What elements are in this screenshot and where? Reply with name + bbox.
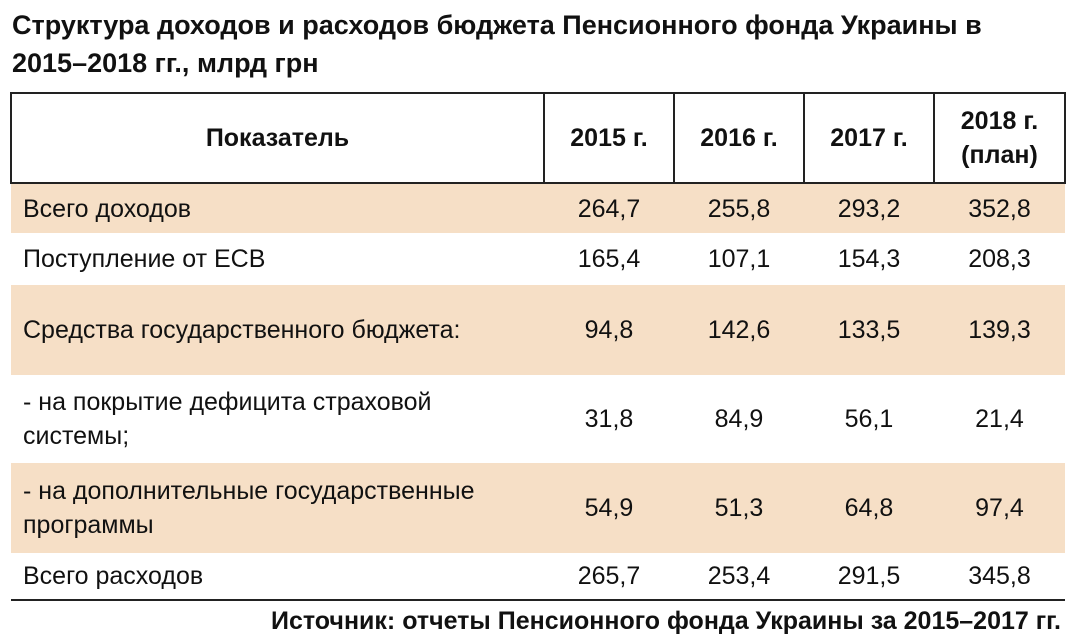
table-row: Всего расходов 265,7 253,4 291,5 345,8 bbox=[11, 553, 1065, 601]
column-header-2017: 2017 г. bbox=[803, 92, 935, 184]
cell-value: 345,8 bbox=[934, 553, 1065, 601]
cell-value: 208,3 bbox=[968, 245, 1031, 273]
page-title: Структура доходов и расходов бюджета Пен… bbox=[12, 10, 982, 78]
cell-value: 255,8 bbox=[674, 183, 804, 233]
row-label: Поступление от ЕСВ bbox=[23, 245, 266, 273]
cell-value: 293,2 bbox=[804, 183, 934, 233]
table-row: - на дополнительные государственные прог… bbox=[11, 463, 1065, 553]
cell-value: 97,4 bbox=[934, 463, 1065, 553]
cell-value: 165,4 bbox=[577, 245, 641, 273]
table-row: Поступление от ЕСВ 165,4 107,1 154,3 208… bbox=[11, 233, 1065, 285]
row-label: - на покрытие дефицита страховой системы… bbox=[23, 388, 432, 450]
cell-value: 291,5 bbox=[804, 553, 934, 601]
cell-value: 253,4 bbox=[674, 553, 804, 601]
cell-value: 51,3 bbox=[674, 463, 804, 553]
cell-value: 54,9 bbox=[544, 463, 674, 553]
cell-value: 64,8 bbox=[804, 463, 934, 553]
cell-value: 264,7 bbox=[544, 183, 674, 233]
column-header-2015: 2015 г. bbox=[543, 92, 675, 184]
table-row: Всего доходов 264,7 255,8 293,2 352,8 bbox=[11, 183, 1065, 233]
table-row: Средства государственного бюджета: 94,8 … bbox=[11, 285, 1065, 375]
cell-value: 107,1 bbox=[707, 245, 771, 273]
cell-value: 265,7 bbox=[544, 553, 674, 601]
cell-value: 21,4 bbox=[975, 405, 1024, 433]
row-label: Средства государственного бюджета: bbox=[11, 285, 544, 375]
column-header-2018-plan: 2018 г. (план) bbox=[933, 92, 1066, 184]
table-header-row: Показатель 2015 г. 2016 г. 2017 г. 2018 … bbox=[10, 92, 1066, 184]
cell-value: 139,3 bbox=[934, 285, 1065, 375]
cell-value: 133,5 bbox=[804, 285, 934, 375]
cell-value: 142,6 bbox=[674, 285, 804, 375]
cell-value: 154,3 bbox=[837, 245, 901, 273]
cell-value: 94,8 bbox=[544, 285, 674, 375]
cell-value: 56,1 bbox=[844, 405, 894, 433]
table-body: Всего доходов 264,7 255,8 293,2 352,8 По… bbox=[11, 183, 1065, 601]
row-label: - на дополнительные государственные прог… bbox=[11, 463, 544, 553]
column-header-2016: 2016 г. bbox=[673, 92, 805, 184]
cell-value: 31,8 bbox=[584, 405, 634, 433]
column-header-indicator: Показатель bbox=[10, 92, 545, 184]
table-row: - на покрытие дефицита страховой системы… bbox=[11, 375, 1065, 463]
cell-value: 84,9 bbox=[714, 405, 764, 433]
source-note: Источник: отчеты Пенсионного фонда Украи… bbox=[271, 607, 1061, 635]
cell-value: 352,8 bbox=[934, 183, 1065, 233]
budget-table: Показатель 2015 г. 2016 г. 2017 г. 2018 … bbox=[10, 92, 1066, 601]
row-label: Всего расходов bbox=[11, 553, 544, 601]
row-label: Всего доходов bbox=[11, 183, 544, 233]
